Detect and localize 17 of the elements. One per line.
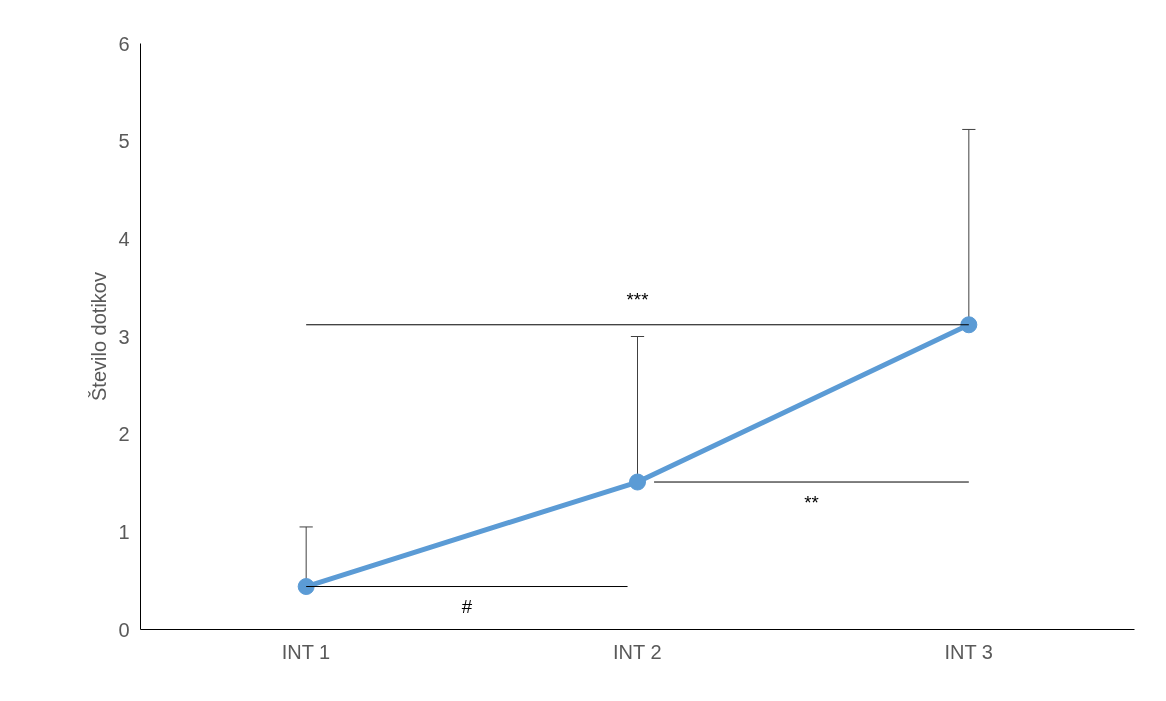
point [960,316,978,334]
y-tick-label: 6 [118,32,130,55]
point [297,578,315,596]
y-axis-title: Število dotikov [88,272,111,401]
y-tick-label: 2 [118,423,130,446]
annotation: # [461,596,473,618]
y-tick-label: 3 [118,325,130,348]
y-tick-label: 5 [118,130,130,153]
x-tick-label: INT 3 [944,640,993,663]
point [629,473,646,491]
annotation: *** [626,289,649,311]
x-tick-label: INT 2 [613,640,662,663]
annotation: ** [804,491,819,513]
x-tick-label: INT 1 [281,640,331,663]
y-tick-label: 4 [118,227,130,250]
y-tick-label: 1 [118,520,130,543]
y-tick-label: 0 [118,618,130,641]
